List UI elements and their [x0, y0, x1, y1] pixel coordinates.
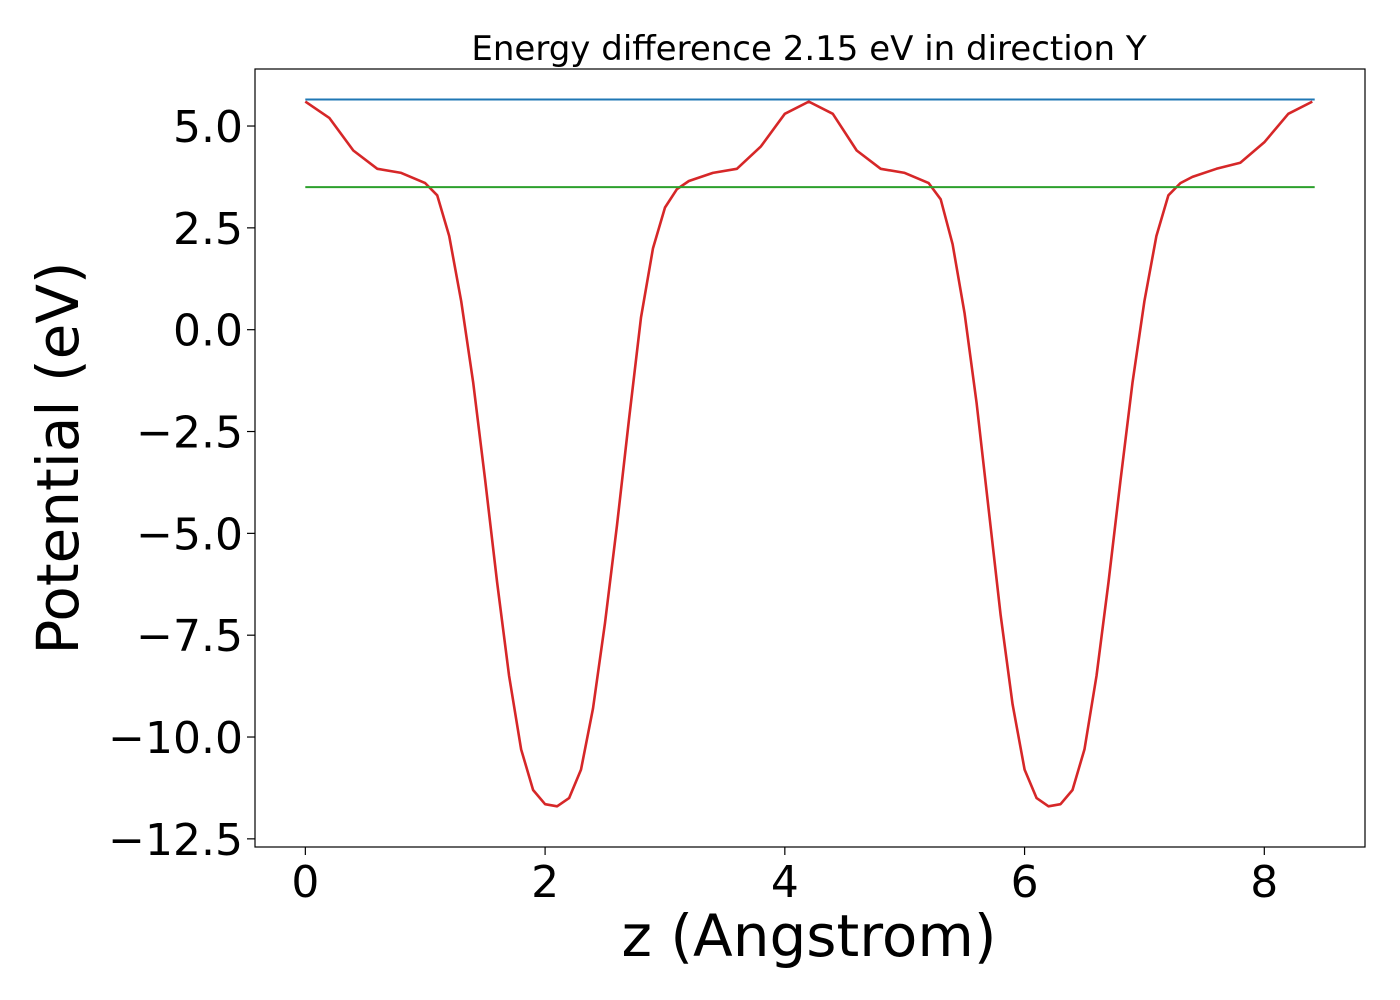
x-tick-label: 6: [1011, 857, 1039, 908]
y-axis: 5.0 2.5 0.0 −2.5 −5.0 −7.5 −10.0 −12.5: [108, 102, 255, 866]
y-tick-label: −5.0: [136, 509, 243, 560]
chart-title: Energy difference 2.15 eV in direction Y: [471, 29, 1146, 69]
y-tick-label: 0.0: [173, 306, 243, 357]
y-tick-label: −7.5: [136, 611, 243, 662]
y-axis-label: Potential (eV): [24, 261, 92, 654]
y-tick-label: 2.5: [173, 204, 243, 255]
y-tick-label: −2.5: [136, 408, 243, 459]
plot-area-frame: [254, 68, 1366, 848]
x-tick-label: 0: [291, 857, 319, 908]
x-axis: 0 2 4 6 8: [291, 847, 1278, 908]
x-axis-label: z (Angstrom): [622, 902, 997, 970]
series-layer: [304, 98, 1315, 808]
y-tick-label: 5.0: [173, 102, 243, 153]
y-tick-label: −10.0: [108, 713, 243, 764]
y-tick-label: −12.5: [108, 815, 243, 866]
x-tick-label: 4: [771, 857, 799, 908]
x-tick-label: 8: [1250, 857, 1278, 908]
x-tick-label: 2: [531, 857, 559, 908]
series-line-1: [304, 100, 1313, 808]
